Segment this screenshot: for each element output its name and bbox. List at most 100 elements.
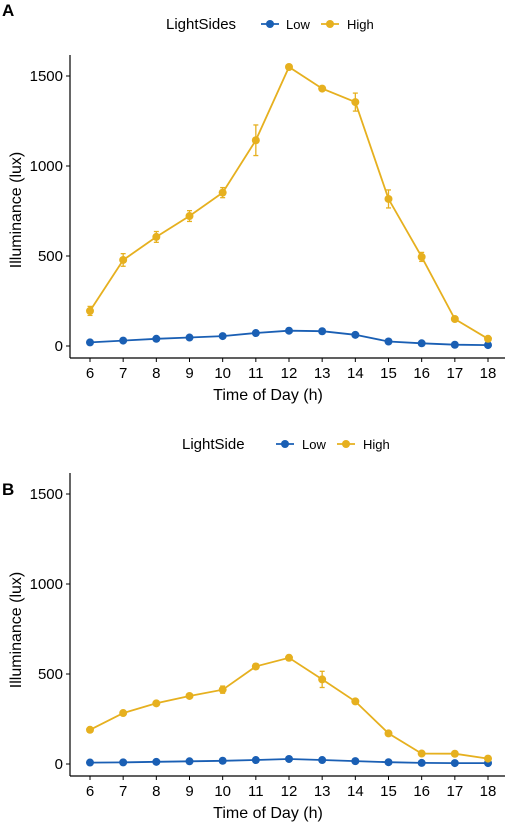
data-point-high <box>484 754 492 763</box>
x-tick-label: 11 <box>248 783 264 800</box>
x-tick-label: 9 <box>185 365 193 382</box>
legend-marker-high <box>326 20 334 28</box>
data-point-low <box>251 756 260 765</box>
y-tick-label: 500 <box>38 666 63 683</box>
data-point-low <box>285 326 293 335</box>
legend-marker-low <box>281 440 289 448</box>
data-point-low <box>384 337 393 346</box>
data-point-low <box>218 332 227 341</box>
data-point-high <box>417 252 426 261</box>
data-point-high <box>251 136 260 145</box>
data-point-low <box>318 327 327 336</box>
data-point-high <box>384 729 393 738</box>
data-point-high <box>450 749 459 758</box>
data-point-high <box>86 306 94 315</box>
x-tick-label: 9 <box>185 783 193 800</box>
panel-b-plot: 0 500 1000 1500 6 7 8 9 10 11 12 13 14 15 16 17 18 Low Hig… <box>30 437 505 800</box>
panel-a-ylabel: Illuminance (lux) <box>8 152 25 268</box>
data-point-high <box>285 653 293 662</box>
data-point-low <box>450 759 459 768</box>
data-point-low <box>318 756 327 765</box>
data-point-low <box>251 329 260 338</box>
x-tick-label: 16 <box>413 365 430 382</box>
y-tick-label: 500 <box>38 248 63 265</box>
data-point-low <box>86 758 94 767</box>
data-point-low <box>119 336 128 345</box>
data-point-high <box>450 315 459 323</box>
x-tick-label: 10 <box>214 365 231 382</box>
data-point-high <box>119 709 128 718</box>
data-point-low <box>185 757 194 766</box>
data-point-high <box>119 255 128 264</box>
x-tick-label: 12 <box>281 365 298 382</box>
x-tick-label: 17 <box>446 783 463 800</box>
x-tick-label: 7 <box>119 783 127 800</box>
x-tick-label: 7 <box>119 365 127 382</box>
x-tick-label: 8 <box>152 365 160 382</box>
x-tick-label: 11 <box>248 365 264 382</box>
y-tick-label: 1500 <box>30 68 63 85</box>
data-point-high <box>251 662 260 671</box>
panel-a-legend-title: LightSides <box>166 16 236 33</box>
y-tick-label: 0 <box>55 338 63 355</box>
x-tick-label: 10 <box>214 783 231 800</box>
chart-marks-layer: 0 500 1000 1500 6 7 8 9 10 11 12 13 14 15 16 17 18 Low Hig… <box>30 17 505 800</box>
data-point-low <box>119 758 128 767</box>
legend-label-high: High <box>363 437 390 452</box>
series-line-high <box>89 656 489 760</box>
series-line-high <box>89 65 489 340</box>
data-point-high <box>152 699 161 708</box>
data-point-low <box>86 338 94 347</box>
x-tick-label: 17 <box>446 365 463 382</box>
x-tick-label: 6 <box>86 365 94 382</box>
data-point-low <box>384 758 393 767</box>
panel-b-ylabel: Illuminance (lux) <box>8 572 25 688</box>
data-point-low <box>185 333 194 342</box>
data-point-low <box>351 757 360 766</box>
x-tick-label: 6 <box>86 783 94 800</box>
panel-a-label: A <box>2 1 14 20</box>
data-point-low <box>484 341 492 350</box>
x-tick-label: 8 <box>152 783 160 800</box>
legend-marker-low <box>266 20 274 28</box>
data-point-high <box>318 675 327 684</box>
x-tick-label: 15 <box>380 783 397 800</box>
y-tick-label: 0 <box>55 756 63 773</box>
data-point-high <box>185 212 194 221</box>
data-point-high <box>218 188 227 197</box>
x-tick-label: 16 <box>413 783 430 800</box>
x-tick-label: 14 <box>347 783 364 800</box>
panel-a-plot: 0 500 1000 1500 6 7 8 9 10 11 12 13 14 15 16 17 18 Low Hig… <box>30 17 505 382</box>
data-point-low <box>218 756 227 765</box>
legend-label-low: Low <box>286 17 310 32</box>
y-tick-label: 1000 <box>30 576 63 593</box>
data-point-high <box>351 98 360 107</box>
data-point-low <box>152 757 161 766</box>
panel-a-xlabel: Time of Day (h) <box>213 387 323 404</box>
data-point-high <box>285 63 293 71</box>
data-point-low <box>285 754 293 763</box>
data-point-high <box>417 749 426 758</box>
y-tick-label: 1500 <box>30 486 63 503</box>
panel-b-legend-title: LightSide <box>182 436 245 453</box>
x-tick-label: 13 <box>314 365 331 382</box>
data-point-low <box>152 334 161 343</box>
x-tick-label: 18 <box>480 365 497 382</box>
x-tick-label: 12 <box>281 783 298 800</box>
data-point-low <box>450 340 459 349</box>
panel-b-label: B <box>2 480 14 499</box>
data-point-high <box>218 685 227 694</box>
data-point-high <box>152 232 161 241</box>
x-tick-label: 13 <box>314 783 331 800</box>
data-point-high <box>86 725 94 734</box>
legend-label-high: High <box>347 17 374 32</box>
panel-b-xlabel: Time of Day (h) <box>213 805 323 822</box>
y-tick-label: 1000 <box>30 158 63 175</box>
data-point-low <box>351 330 360 339</box>
data-point-high <box>484 334 492 343</box>
data-point-high <box>318 84 327 93</box>
data-point-high <box>384 194 393 203</box>
legend-label-low: Low <box>302 437 326 452</box>
data-point-low <box>417 339 426 348</box>
